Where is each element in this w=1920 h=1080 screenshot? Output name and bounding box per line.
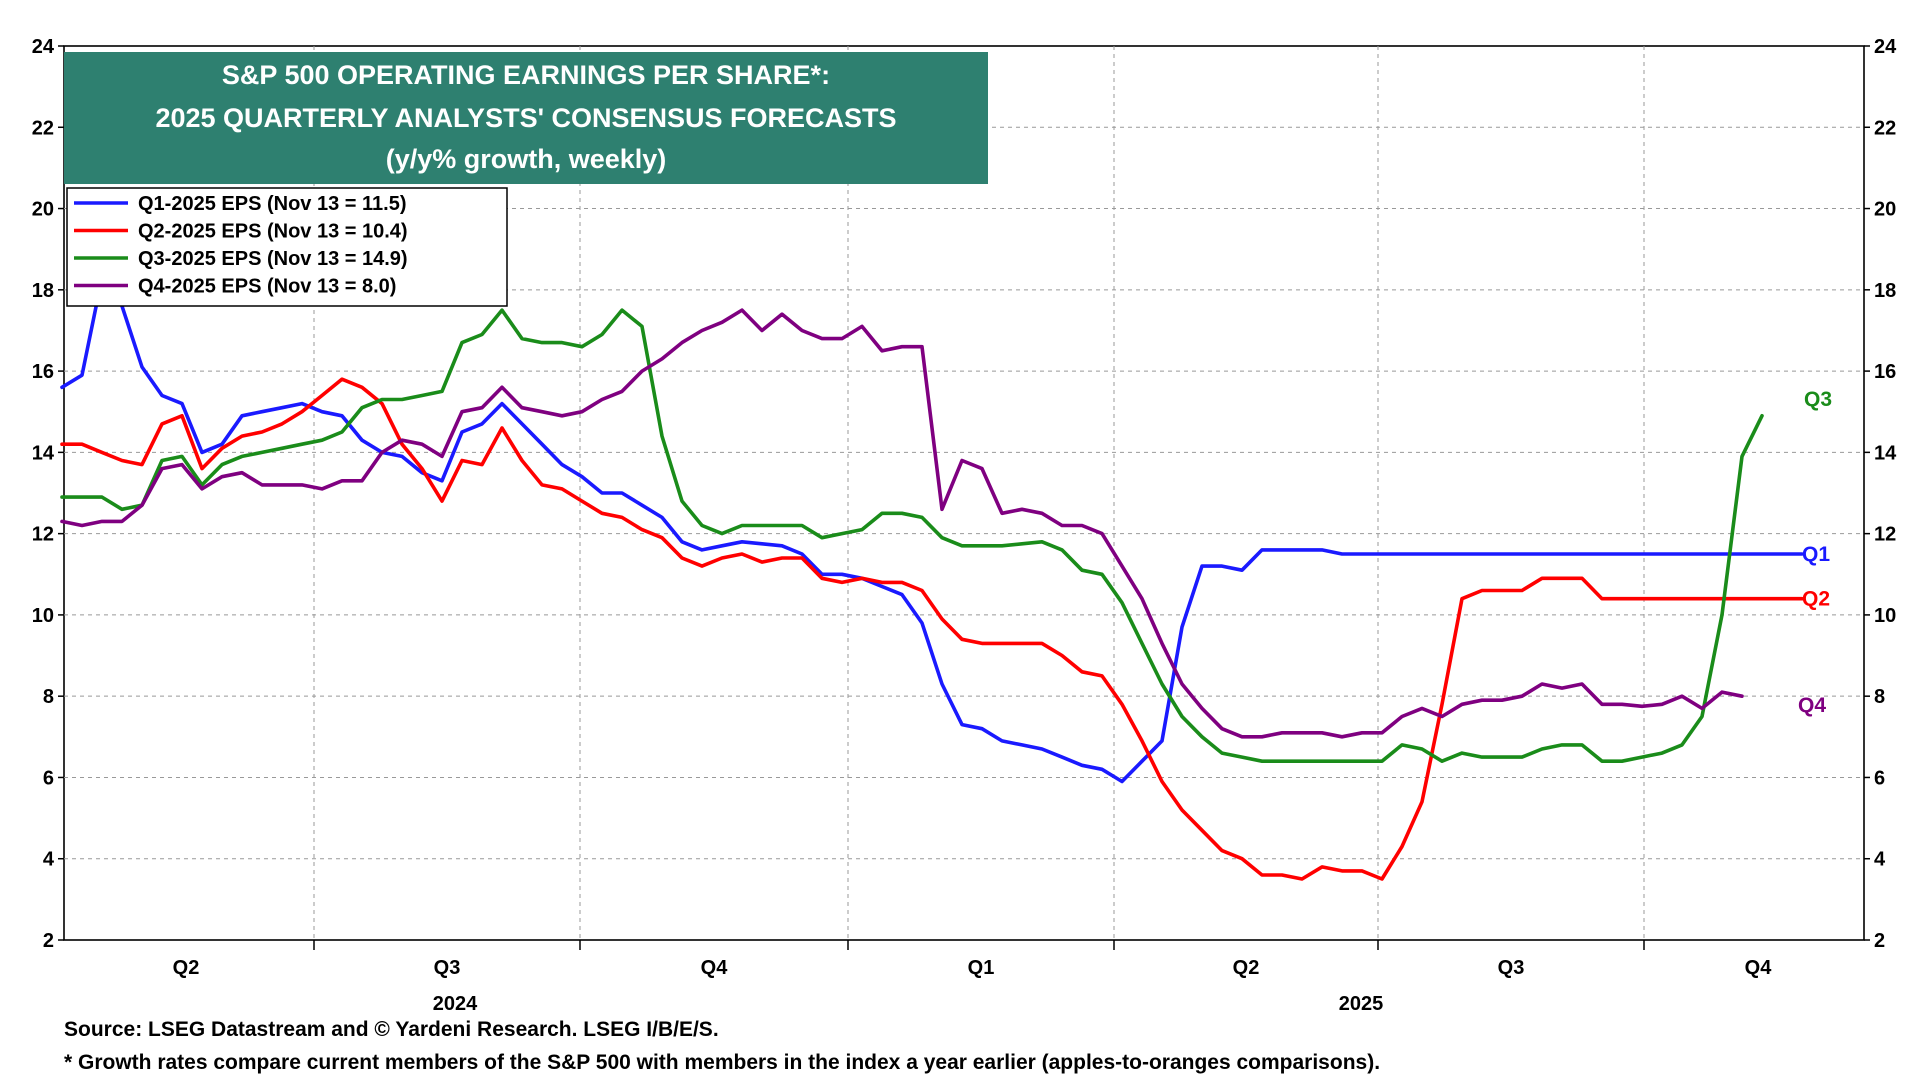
growth-footnote: * Growth rates compare current members o… [64, 1051, 1381, 1074]
end-label-q3: Q3 [1804, 388, 1832, 411]
y-tick-label-right: 8 [1874, 686, 1885, 708]
plot-frame [63, 45, 1865, 941]
series-line-2 [60, 377, 1804, 881]
source-note: Source: LSEG Datastream and © Yardeni Re… [64, 1018, 719, 1041]
x-axis-labels: Q2 Q3 Q4 Q1 Q2 Q3 Q4 2024 2025 [173, 957, 1773, 1015]
end-label-q1: Q1 [1802, 543, 1830, 566]
x-quarter-label: Q2 [1233, 957, 1260, 979]
y-tick-label-right: 6 [1874, 767, 1885, 789]
y-tick-label-left: 16 [32, 361, 54, 383]
end-label-q4: Q4 [1798, 694, 1826, 717]
legend-entry: Q3-2025 EPS (Nov 13 = 14.9) [138, 248, 408, 270]
series-lines [60, 275, 1804, 881]
legend-entry: Q1-2025 EPS (Nov 13 = 11.5) [138, 193, 407, 215]
x-quarter-label: Q4 [1745, 957, 1773, 979]
x-year-label: 2024 [433, 993, 478, 1015]
y-tick-label-left: 4 [43, 849, 55, 871]
y-tick-label-right: 4 [1874, 849, 1886, 871]
y-tick-label-right: 20 [1874, 199, 1896, 221]
series-line-1 [60, 275, 1804, 784]
y-tick-label-right: 14 [1874, 442, 1897, 464]
x-quarter-label: Q4 [701, 957, 729, 979]
y-tick-label-right: 12 [1874, 524, 1896, 546]
y-tick-label-left: 22 [32, 117, 54, 139]
legend-box [66, 187, 508, 307]
y-tick-label-right: 24 [1874, 36, 1897, 58]
series-line-3 [60, 308, 1764, 764]
chart-subtitle: (y/y% growth, weekly) [386, 144, 667, 174]
x-quarter-label: Q1 [968, 957, 995, 979]
x-quarter-label: Q3 [434, 957, 461, 979]
end-label-q2: Q2 [1802, 588, 1830, 611]
y-tick-label-left: 12 [32, 524, 54, 546]
series-end-labels: Q1 Q2 Q3 Q4 [1798, 388, 1832, 717]
x-quarter-label: Q2 [173, 957, 200, 979]
chart-title-line-2: 2025 QUARTERLY ANALYSTS' CONSENSUS FOREC… [155, 103, 896, 133]
y-tick-label-right: 2 [1874, 930, 1885, 952]
y-tick-label-right: 18 [1874, 280, 1896, 302]
y-tick-label-left: 10 [32, 605, 54, 627]
chart-title-line-1: S&P 500 OPERATING EARNINGS PER SHARE*: [222, 60, 830, 90]
axis-ticks [58, 45, 1870, 950]
series-line-4 [60, 308, 1744, 739]
legend-entry: Q4-2025 EPS (Nov 13 = 8.0) [138, 276, 396, 298]
y-tick-label-right: 16 [1874, 361, 1896, 383]
x-quarter-label: Q3 [1498, 957, 1525, 979]
y-tick-label-left: 6 [43, 767, 54, 789]
y-tick-label-left: 14 [32, 442, 55, 464]
x-year-label: 2025 [1339, 993, 1384, 1015]
chart-title-box: S&P 500 OPERATING EARNINGS PER SHARE*: 2… [64, 52, 988, 184]
y-tick-label-left: 18 [32, 280, 54, 302]
y-tick-label-right: 22 [1874, 117, 1896, 139]
y-tick-label-left: 8 [43, 686, 54, 708]
legend: Q1-2025 EPS (Nov 13 = 11.5) Q2-2025 EPS (… [66, 187, 508, 307]
y-tick-label-left: 2 [43, 930, 54, 952]
y-tick-label-left: 20 [32, 199, 54, 221]
y-tick-label-right: 10 [1874, 605, 1896, 627]
y-tick-label-left: 24 [32, 36, 55, 58]
legend-entry: Q2-2025 EPS (Nov 13 = 10.4) [138, 221, 408, 243]
